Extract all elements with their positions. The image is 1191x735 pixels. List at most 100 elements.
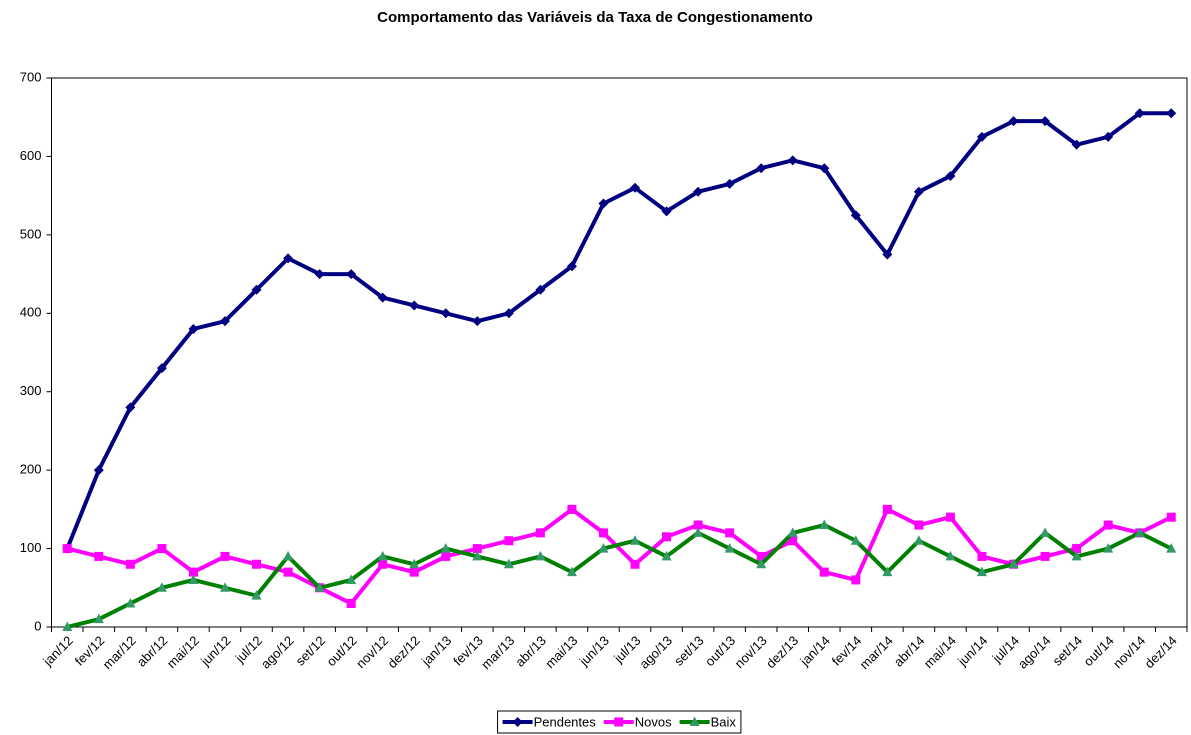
- data-point: [125, 402, 136, 413]
- data-point: [503, 308, 514, 319]
- data-point: [913, 535, 924, 545]
- data-point: [219, 316, 230, 327]
- data-point: [724, 178, 735, 189]
- data-point: [94, 551, 104, 561]
- data-point: [346, 269, 357, 280]
- x-tick-label: nov/13: [732, 633, 770, 671]
- legend-marker: [689, 716, 700, 726]
- data-point: [1040, 551, 1050, 561]
- data-point: [1103, 520, 1113, 530]
- x-tick-label: jun/14: [954, 633, 990, 669]
- data-point: [598, 528, 608, 538]
- x-tick-label: jan/12: [39, 633, 75, 669]
- y-tick-label: 500: [20, 226, 42, 241]
- data-point: [188, 567, 198, 577]
- legend-item: Novos: [603, 714, 672, 729]
- x-tick-label: mar/12: [100, 633, 139, 672]
- data-point: [882, 566, 893, 577]
- x-tick-label: mar/14: [857, 633, 896, 672]
- data-point: [252, 559, 262, 569]
- series-line: [66, 507, 1173, 606]
- data-point: [661, 550, 672, 561]
- data-point: [314, 269, 325, 280]
- data-point: [693, 520, 703, 530]
- y-tick-label: 200: [20, 462, 42, 477]
- data-point: [914, 520, 924, 530]
- series-line: [66, 523, 1173, 629]
- data-point: [567, 504, 577, 514]
- legend: Pendentes Novos Baix: [497, 710, 742, 734]
- data-point: [945, 550, 956, 561]
- x-tick-label: nov/14: [1110, 633, 1148, 671]
- data-point: [630, 182, 641, 193]
- x-tick-label: mai/13: [542, 633, 580, 671]
- data-point: [156, 582, 167, 592]
- data-point: [409, 300, 420, 311]
- data-point: [440, 543, 451, 553]
- data-point: [377, 292, 388, 303]
- data-point: [62, 621, 73, 631]
- y-tick-label: 700: [20, 69, 42, 84]
- data-point: [535, 284, 546, 295]
- data-point: [819, 163, 830, 174]
- data-point: [440, 308, 451, 319]
- x-tick-label: ago/12: [258, 633, 297, 672]
- data-point: [787, 527, 798, 537]
- data-point: [1103, 131, 1114, 142]
- x-tick-label: set/14: [1050, 633, 1086, 669]
- data-point: [409, 567, 419, 577]
- data-point: [1166, 543, 1177, 553]
- data-point: [125, 597, 136, 608]
- data-point: [1040, 116, 1051, 127]
- data-point: [219, 582, 230, 592]
- x-tick-label: jun/13: [576, 633, 612, 669]
- data-point: [156, 363, 167, 374]
- data-point: [945, 171, 956, 182]
- data-point: [1071, 550, 1082, 561]
- x-tick-label: set/13: [671, 633, 707, 669]
- data-point: [1166, 512, 1176, 522]
- y-tick-label: 0: [34, 618, 41, 633]
- data-point: [977, 551, 987, 561]
- data-point: [314, 582, 325, 592]
- data-point: [787, 155, 798, 166]
- data-point: [93, 465, 104, 476]
- data-point: [188, 574, 199, 584]
- legend-label: Pendentes: [534, 714, 597, 729]
- x-tick-label: jan/14: [796, 633, 832, 669]
- data-point: [535, 528, 545, 538]
- data-point: [1134, 108, 1145, 119]
- x-tick-label: mai/12: [164, 633, 202, 671]
- data-point: [503, 558, 514, 569]
- data-point: [62, 544, 72, 554]
- x-tick-label: dez/14: [1142, 633, 1180, 671]
- x-tick-label: jun/12: [197, 633, 233, 669]
- data-point: [1040, 527, 1051, 537]
- data-point: [850, 210, 861, 221]
- data-point: [283, 253, 294, 264]
- legend-label: Baix: [711, 714, 737, 729]
- x-tick-label: mai/14: [921, 633, 959, 671]
- data-point: [125, 559, 135, 569]
- data-point: [1072, 544, 1082, 554]
- legend-marker: [614, 717, 624, 727]
- data-point: [1008, 116, 1019, 127]
- x-tick-label: set/12: [293, 633, 329, 669]
- data-point: [93, 613, 104, 624]
- data-point: [377, 550, 388, 561]
- series-line: [65, 111, 1172, 550]
- data-point: [409, 558, 420, 569]
- data-point: [566, 566, 577, 577]
- data-point: [724, 543, 735, 553]
- data-point: [819, 519, 830, 530]
- x-tick-label: ago/13: [636, 633, 675, 672]
- legend-label: Novos: [635, 714, 672, 729]
- y-tick-label: 100: [20, 540, 42, 555]
- data-point: [220, 551, 230, 561]
- x-tick-label: out/14: [1081, 633, 1117, 669]
- data-point: [1134, 527, 1145, 537]
- data-point: [251, 590, 262, 600]
- data-point: [945, 512, 955, 522]
- data-point: [283, 550, 294, 561]
- x-tick-label: mar/13: [478, 633, 517, 672]
